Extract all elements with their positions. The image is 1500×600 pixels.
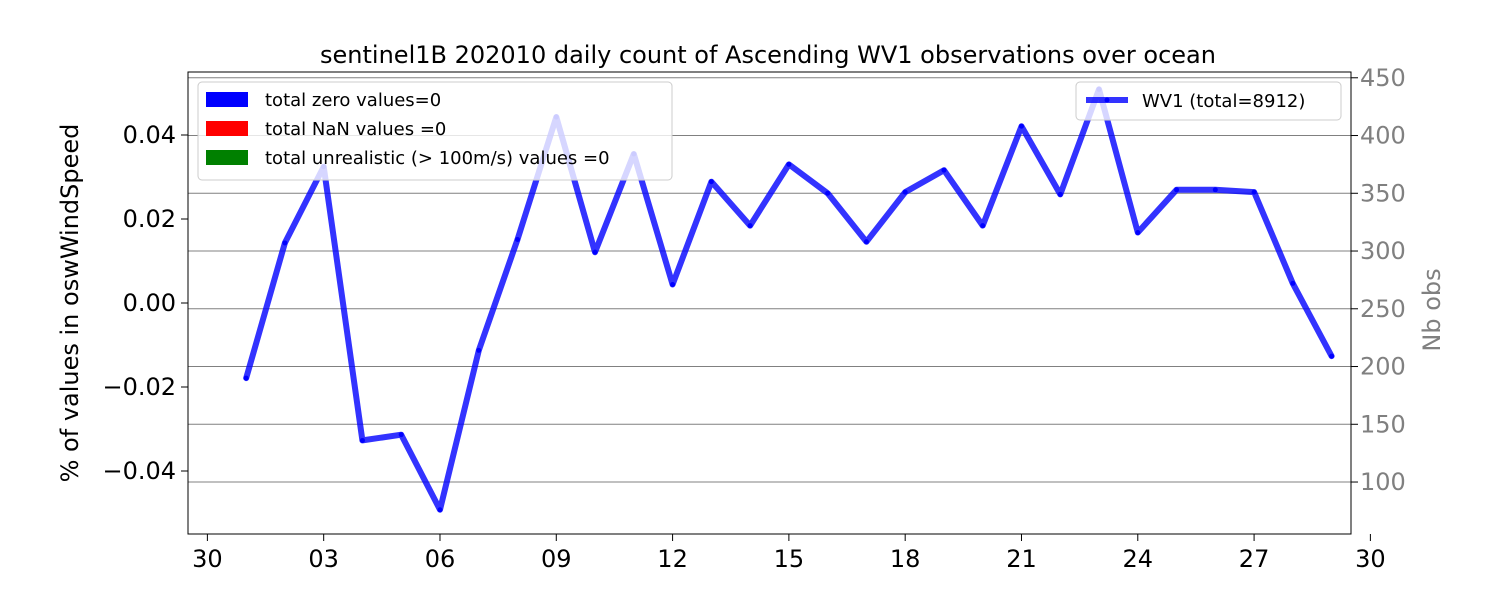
legend-left-box [197,81,673,181]
data-point [941,167,947,173]
data-point [243,375,249,381]
right-tick-label: 400 [1360,122,1406,150]
legend-swatch [206,92,248,107]
bottom-tick-label: 18 [890,545,921,573]
bottom-tick-label: 12 [657,545,688,573]
legend-swatch [206,150,248,165]
right-tick-label: 450 [1360,64,1406,92]
legend-right: WV1 (total=8912) [1075,81,1342,121]
right-tick-label: 300 [1360,237,1406,265]
left-tick-label: 0.00 [123,289,176,317]
legend-right-box [1075,81,1342,121]
data-point [437,507,443,513]
right-tick-label: 250 [1360,295,1406,323]
data-point [902,189,908,195]
left-axis-ticks: −0.04 −0.02 0.00 0.02 0.04 [102,121,188,485]
data-point [398,432,404,438]
data-point [1251,189,1257,195]
data-point [1212,187,1218,193]
bottom-tick-label: 15 [774,545,805,573]
right-tick-label: 350 [1360,179,1406,207]
legend-left: total zero values=0 total NaN values =0 to… [197,81,673,181]
bottom-tick-label: 30 [192,545,223,573]
data-point [786,161,792,167]
data-point [863,239,869,245]
left-tick-label: 0.04 [123,121,176,149]
data-point [1057,191,1063,197]
data-point [825,190,831,196]
bottom-tick-label: 24 [1123,545,1154,573]
chart-title: sentinel1B 202010 daily count of Ascendi… [320,41,1216,69]
legend-label: WV1 (total=8912) [1142,91,1305,112]
data-point [1174,187,1180,193]
bottom-tick-label: 30 [1355,545,1386,573]
data-point [747,223,753,229]
data-point [515,236,521,242]
left-axis-label: % of values in oswWindSpeed [56,124,84,483]
bottom-tick-label: 09 [541,545,572,573]
right-axis-ticks: 100 150 200 250 300 350 400 450 [1351,64,1406,496]
legend-label: total NaN values =0 [265,119,446,140]
right-tick-label: 150 [1360,410,1406,438]
bottom-tick-label: 06 [425,545,456,573]
legend-marker [1104,97,1110,103]
right-tick-label: 200 [1360,353,1406,381]
data-point [1290,280,1296,286]
left-tick-label: −0.02 [102,373,176,401]
data-point [980,223,986,229]
data-point [708,179,714,185]
bottom-tick-label: 03 [308,545,339,573]
data-point [476,347,482,353]
left-tick-label: 0.02 [123,205,176,233]
data-point [1329,353,1335,359]
data-point [1135,230,1141,236]
legend-label: total unrealistic (> 100m/s) values =0 [265,148,610,169]
data-point [592,249,598,255]
bottom-tick-label: 21 [1006,545,1037,573]
legend-label: total zero values=0 [265,90,441,111]
right-axis-label: Nb obs [1418,268,1446,351]
left-tick-label: −0.04 [102,457,176,485]
right-tick-label: 100 [1360,468,1406,496]
data-point [670,282,676,288]
legend-swatch [206,121,248,136]
bottom-tick-label: 27 [1239,545,1270,573]
data-point [282,240,288,246]
data-point [359,437,365,443]
bottom-axis-ticks: 30 03 06 09 12 15 18 21 24 27 30 [192,534,1386,573]
data-point [1018,123,1024,129]
